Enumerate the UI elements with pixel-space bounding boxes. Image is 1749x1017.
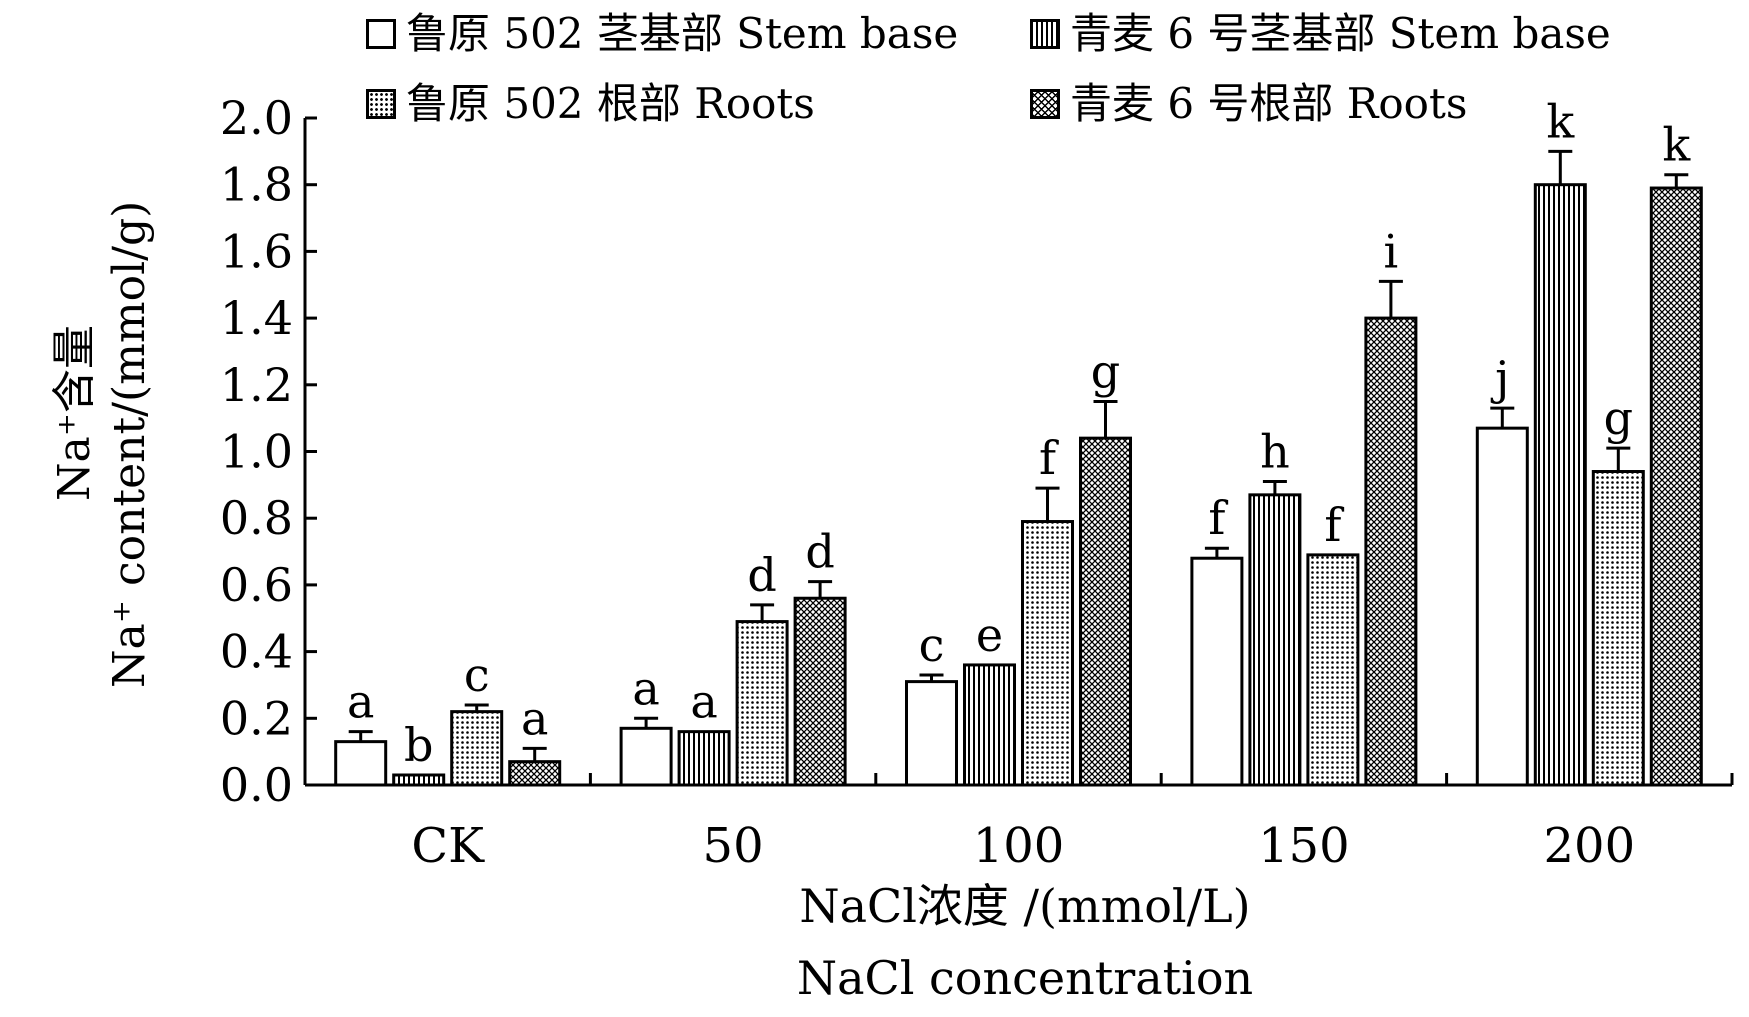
bar xyxy=(1649,186,1703,787)
y-tick-label: 0.6 xyxy=(220,558,293,612)
x-tick-label: CK xyxy=(411,818,485,874)
legend-label-2: 鲁原 502 根部 Roots xyxy=(406,79,815,128)
significance-letter: d xyxy=(805,525,834,579)
bar xyxy=(1306,553,1360,787)
bar xyxy=(677,730,731,787)
x-axis-title-en: NaCl concentration xyxy=(796,951,1254,1005)
x-axis-title-cn: NaCl浓度 /(mmol/L) xyxy=(799,879,1251,933)
bar xyxy=(619,726,673,787)
y-tick-label: 1.4 xyxy=(220,291,293,345)
y-tick-label: 0.4 xyxy=(220,625,293,679)
significance-letter: i xyxy=(1384,224,1399,278)
significance-letter: k xyxy=(1546,94,1575,148)
legend-item-2: 鲁原 502 根部 Roots xyxy=(366,80,815,128)
significance-letter: f xyxy=(1039,431,1059,485)
bar xyxy=(334,740,388,787)
bar xyxy=(1591,470,1645,787)
bar xyxy=(1079,436,1132,787)
legend-swatch-1 xyxy=(1030,19,1060,49)
significance-letter: k xyxy=(1662,118,1691,172)
bar xyxy=(1533,183,1587,787)
bar xyxy=(508,760,562,787)
legend-swatch-0 xyxy=(366,19,396,49)
legend-label-1: 青麦 6 号茎基部 Stem base xyxy=(1070,9,1611,58)
significance-letter: b xyxy=(404,718,433,772)
significance-letter: a xyxy=(690,675,717,729)
y-tick-label: 1.0 xyxy=(220,425,293,479)
y-tick-label: 2.0 xyxy=(220,91,293,145)
significance-letter: f xyxy=(1208,491,1228,545)
bar xyxy=(450,710,504,787)
plot-area: 0.00.20.40.60.81.01.21.41.61.82.0CKabca5… xyxy=(220,91,1734,874)
y-tick-label: 0.0 xyxy=(220,758,293,812)
y-tick-label: 1.6 xyxy=(220,224,293,278)
significance-letter: a xyxy=(521,691,548,745)
bar xyxy=(1248,493,1302,787)
legend-item-0: 鲁原 502 茎基部 Stem base xyxy=(366,10,958,58)
bar xyxy=(735,620,789,787)
bar xyxy=(392,773,446,787)
y-tick-label: 0.2 xyxy=(220,691,293,745)
significance-letter: g xyxy=(1091,344,1120,398)
legend-swatch-2 xyxy=(366,89,396,119)
legend-label-3: 青麦 6 号根部 Roots xyxy=(1070,79,1468,128)
significance-letter: c xyxy=(464,648,490,702)
bar xyxy=(1475,426,1529,787)
significance-letter: j xyxy=(1490,351,1509,405)
significance-letter: h xyxy=(1260,425,1290,479)
legend-label-0: 鲁原 502 茎基部 Stem base xyxy=(406,9,959,58)
significance-letter: e xyxy=(976,608,1003,662)
x-tick-label: 100 xyxy=(973,818,1065,874)
significance-letter: g xyxy=(1604,391,1633,445)
x-tick-label: 200 xyxy=(1543,818,1635,874)
y-tick-label: 0.8 xyxy=(220,491,293,545)
bar xyxy=(1190,556,1244,787)
bar xyxy=(905,680,958,787)
x-tick-label: 50 xyxy=(703,818,764,874)
x-tick-label: 150 xyxy=(1258,818,1350,874)
significance-letter: f xyxy=(1324,498,1344,552)
y-tick-label: 1.2 xyxy=(220,358,293,412)
significance-letter: d xyxy=(747,548,776,602)
legend-item-3: 青麦 6 号根部 Roots xyxy=(1030,80,1467,128)
bar xyxy=(963,663,1016,787)
significance-letter: a xyxy=(347,675,374,729)
legend-swatch-3 xyxy=(1030,89,1060,119)
bar xyxy=(1364,316,1418,787)
significance-letter: a xyxy=(632,661,659,715)
bar xyxy=(793,596,847,787)
legend-item-1: 青麦 6 号茎基部 Stem base xyxy=(1030,10,1611,58)
y-tick-label: 1.8 xyxy=(220,158,293,212)
bar xyxy=(1021,520,1074,787)
significance-letter: c xyxy=(919,618,945,672)
